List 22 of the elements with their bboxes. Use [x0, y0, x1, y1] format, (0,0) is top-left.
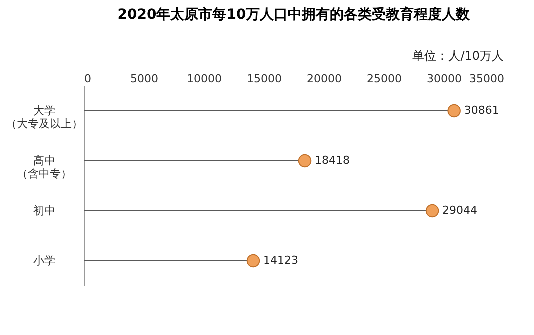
data-label: 14123 — [263, 254, 298, 267]
point — [448, 104, 461, 118]
point — [298, 154, 312, 168]
x-tick-label: 5000 — [130, 72, 158, 86]
point — [426, 204, 440, 218]
chart-title: 2020年太原市每10万人口中拥有的各类受教育程度人数 — [118, 6, 472, 23]
data-label: 29044 — [442, 204, 478, 217]
data-label: 30861 — [464, 104, 500, 117]
x-tick-label: 0 — [84, 72, 92, 86]
x-tick-label: 10000 — [187, 72, 222, 86]
data-label: 18418 — [315, 154, 350, 167]
text: 单位：人/10万人 — [412, 49, 504, 63]
x-tick-label: 30000 — [427, 72, 462, 86]
y-tick-label: 高中（含中专） — [17, 154, 72, 180]
x-tick-label: 25000 — [367, 72, 402, 86]
point — [246, 254, 260, 268]
y-tick-label: 大学（大专及以上） — [6, 104, 83, 130]
y-tick-label: 小学 — [34, 254, 56, 268]
x-tick-label: 15000 — [247, 72, 282, 86]
y-tick-label: 初中 — [34, 204, 56, 218]
x-tick-label: 20000 — [307, 72, 342, 86]
x-tick-label: 35000 — [470, 72, 504, 86]
